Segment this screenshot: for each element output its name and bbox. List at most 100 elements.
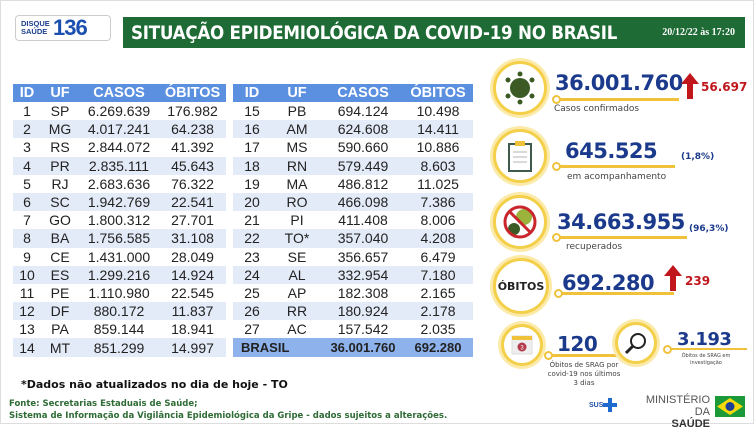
table-cell: 2.844.072 <box>87 139 151 156</box>
total-row: BRASIL 36.001.760 692.280 <box>233 338 473 357</box>
table-cell: 24 <box>233 265 271 284</box>
table-header: ID UF CASOS ÓBITOS <box>233 84 473 102</box>
table-cell: 4.017.241 <box>79 120 159 139</box>
table-cell: PE <box>50 284 70 301</box>
table-cell: 6.479 <box>420 248 456 265</box>
total-obitos: 692.280 <box>403 338 473 357</box>
table-cell: 23 <box>244 248 260 265</box>
table-cell: 76.322 <box>171 175 214 192</box>
increase-arrow-icon <box>681 73 699 99</box>
clipboard-icon <box>493 129 547 183</box>
table-cell: 18.941 <box>171 321 214 338</box>
footnote: *Dados não atualizados no dia de hoje - … <box>21 378 288 391</box>
table-cell: 8 <box>13 229 41 248</box>
title-bar: SITUAÇÃO EPIDEMIOLÓGICA DA COVID-19 NO B… <box>123 17 745 48</box>
states-table-left: ID UF CASOS ÓBITOS 1 SP 6.269.639 176.982 2 MG 4.0… <box>13 84 226 357</box>
table-row: 2 MG 4.017.241 64.238 <box>13 120 226 139</box>
no-virus-icon <box>493 195 547 249</box>
table-row: 15 PB 694.124 10.498 <box>233 102 473 120</box>
ministry-line1: MINISTÉRIO DA <box>645 394 710 418</box>
deaths-badge: ÓBITOS <box>493 258 549 314</box>
table-row: 26 RR 180.924 2.178 <box>233 302 473 321</box>
table-cell: 859.144 <box>93 321 145 338</box>
table-row: 12 DF 880.172 11.837 <box>13 302 226 321</box>
table-row: 27 AC 157.542 2.035 <box>233 320 473 338</box>
table-cell: RO <box>271 192 323 212</box>
column-header: CASOS <box>323 84 403 102</box>
table-row: 6 SC 1.942.769 22.541 <box>13 192 226 212</box>
table-cell: PA <box>51 321 69 338</box>
srag-label2: covid-19 nos últimos <box>547 370 621 378</box>
total-label: BRASIL <box>233 338 323 357</box>
table-cell: AL <box>271 265 323 284</box>
table-cell: ES <box>41 265 79 284</box>
table-cell: 27 <box>244 321 260 338</box>
cross-icon <box>603 398 618 412</box>
table-cell: 1 <box>23 103 31 120</box>
srag-label: Óbitos de SRAG por covid-19 nos últimos … <box>544 361 624 388</box>
table-row: 9 CE 1.431.000 28.049 <box>13 248 226 266</box>
monitoring-pct: (1,8%) <box>681 152 715 162</box>
table-cell: 10.498 <box>416 103 460 120</box>
column-header: UF <box>41 84 79 102</box>
table-row: 10 ES 1.299.216 14.924 <box>13 265 226 284</box>
table-cell: RR <box>271 302 323 321</box>
table-cell: 7.180 <box>403 265 473 284</box>
magnifier-icon <box>615 322 657 364</box>
investigation-label: Óbitos de SRAG em investigação <box>671 353 741 367</box>
table-cell: 3 <box>23 139 31 156</box>
table-cell: 4.208 <box>403 229 473 248</box>
recovered-pct: (96,3%) <box>689 224 729 234</box>
investigation-value: 3.193 <box>677 329 732 350</box>
table-cell: 11.025 <box>417 175 459 192</box>
calendar-icon: 3 <box>501 324 543 366</box>
table-cell: RS <box>50 139 70 156</box>
table-cell: 17 <box>244 139 260 156</box>
table-cell: 851.299 <box>79 338 159 357</box>
table-cell: GO <box>49 212 71 229</box>
table-cell: 332.954 <box>323 265 403 284</box>
table-header: ID UF CASOS ÓBITOS <box>13 84 226 102</box>
brazil-flag-icon <box>715 396 745 417</box>
table-cell: 1.431.000 <box>87 248 151 265</box>
table-cell: MT <box>41 338 79 357</box>
table-cell: 486.812 <box>337 175 389 192</box>
table-cell: PB <box>287 103 307 120</box>
table-cell: 4 <box>13 156 41 175</box>
monitoring-value: 645.525 <box>565 139 658 163</box>
monitoring-label: em acompanhamento <box>567 172 667 182</box>
column-header: UF <box>271 84 323 102</box>
table-row: 19 MA 486.812 11.025 <box>233 175 473 193</box>
table-cell: 19 <box>244 175 260 192</box>
table-cell: PI <box>290 212 304 229</box>
confirmed-label: Casos confirmados <box>554 104 640 114</box>
table-cell: 16 <box>233 120 271 139</box>
table-cell: 357.040 <box>323 229 403 248</box>
table-row: 25 AP 182.308 2.165 <box>233 284 473 302</box>
table-cell: 180.924 <box>323 302 403 321</box>
table-cell: MS <box>286 139 308 156</box>
table-row: 17 MS 590.660 10.886 <box>233 138 473 156</box>
logo-line2: SAÚDE <box>21 27 48 36</box>
table-cell: 880.172 <box>79 302 159 321</box>
table-cell: DF <box>41 302 79 321</box>
table-cell: 26 <box>233 302 271 321</box>
table-cell: 1.110.980 <box>88 284 150 301</box>
source-line2: Sistema de Informação da Vigilância Epid… <box>9 411 448 421</box>
table-cell: 2.683.636 <box>87 175 151 192</box>
table-cell: 6.269.639 <box>87 103 151 120</box>
investigation-label1: Óbitos de SRAG em <box>681 353 731 359</box>
table-cell: SC <box>41 192 79 212</box>
investigation-label2: investigação <box>690 360 722 366</box>
table-cell: 11.837 <box>159 302 226 321</box>
table-cell: 41.392 <box>171 139 214 156</box>
ministry-line2: SAÚDE <box>671 418 710 430</box>
column-header: CASOS <box>79 84 159 102</box>
table-cell: 590.660 <box>337 139 389 156</box>
table-row: 1 SP 6.269.639 176.982 <box>13 102 226 120</box>
table-cell: MA <box>286 175 308 192</box>
table-row: 3 RS 2.844.072 41.392 <box>13 138 226 156</box>
virus-icon <box>493 61 547 115</box>
table-cell: 182.308 <box>337 284 389 301</box>
table-cell: 8.006 <box>420 212 456 229</box>
